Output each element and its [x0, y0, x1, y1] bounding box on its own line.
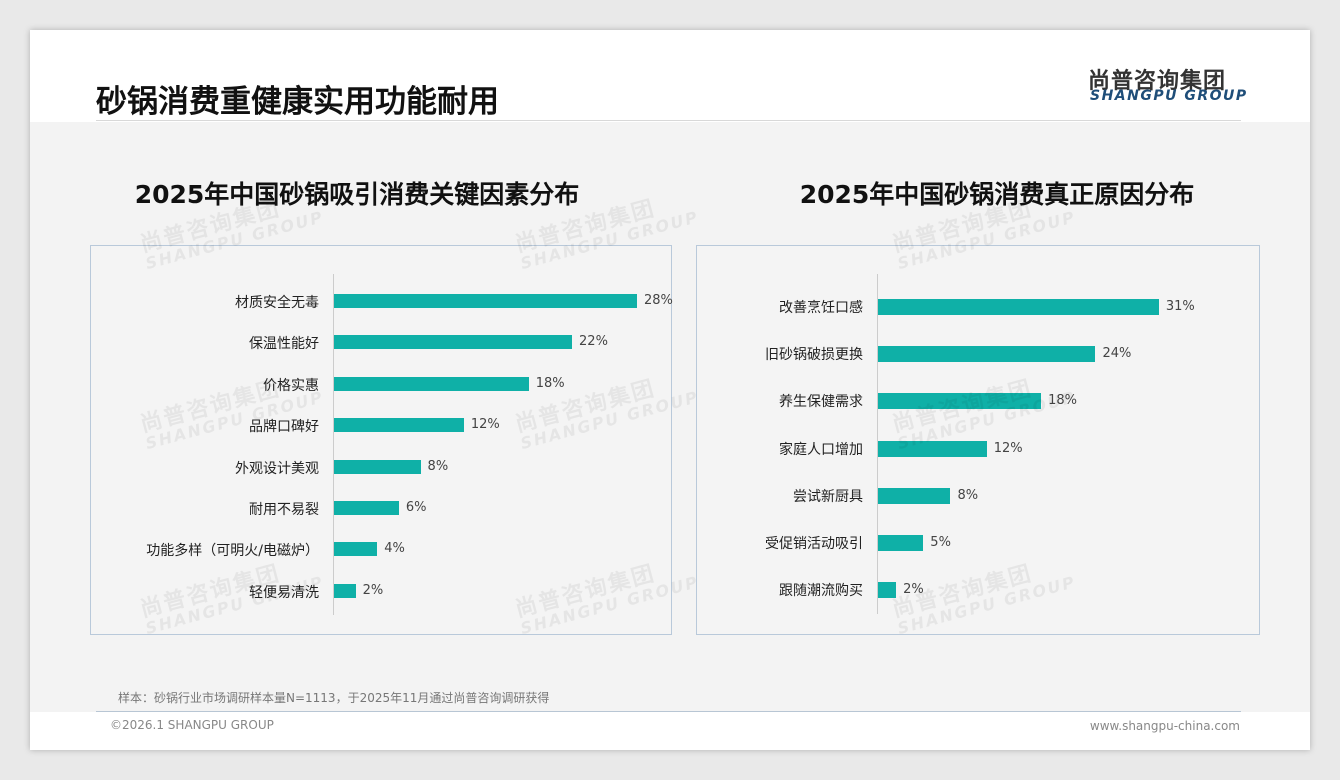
category-label: 价格实惠	[263, 377, 319, 394]
category-label: 外观设计美观	[235, 460, 319, 477]
bar	[878, 440, 987, 457]
category-label: 功能多样（可明火/电磁炉）	[146, 543, 319, 560]
bar	[334, 376, 529, 391]
bar	[334, 459, 421, 474]
category-label: 保温性能好	[249, 336, 319, 353]
bar	[878, 582, 897, 599]
category-label: 家庭人口增加	[779, 441, 863, 458]
bar	[334, 418, 464, 433]
bar	[334, 542, 378, 557]
category-label: 耐用不易裂	[249, 502, 319, 518]
data-label: 8%	[427, 458, 449, 474]
category-label: 材质安全无毒	[235, 295, 319, 311]
data-label: 6%	[405, 500, 427, 515]
bar	[334, 335, 573, 350]
bar	[334, 501, 399, 515]
category-label: 跟随潮流购买	[779, 583, 863, 600]
category-label: 尝试新厨具	[793, 488, 863, 505]
bar	[878, 393, 1042, 410]
data-label: 24%	[1102, 346, 1132, 362]
data-label: 2%	[362, 582, 384, 598]
header-divider	[96, 120, 1241, 121]
data-label: 12%	[993, 440, 1023, 456]
bar	[878, 299, 1159, 315]
logo-chinese: 尚普咨询集团	[1088, 69, 1227, 94]
logo-english: SHANGPU GROUP	[1090, 88, 1248, 104]
category-label: 品牌口碑好	[249, 419, 319, 436]
chart-panel-left: 材质安全无毒 28% 保温性能好 22% 价格实惠 18% 品牌口碑好 12% 外观设计美观 8%…	[90, 245, 673, 635]
bar	[878, 346, 1096, 363]
slide: 砂锅消费重健康实用功能耐用 尚普咨询集团 SHANGPU GROUP 2025年…	[30, 30, 1310, 750]
category-label: 旧砂锅破损更换	[765, 347, 863, 364]
y-axis-line	[333, 274, 334, 616]
data-label: 4%	[384, 541, 405, 557]
bar	[334, 294, 637, 308]
website-link[interactable]: www.shangpu-china.com	[1089, 719, 1240, 733]
bar	[334, 583, 356, 598]
category-label: 改善烹饪口感	[779, 300, 863, 316]
data-label: 8%	[957, 487, 979, 503]
data-label: 18%	[535, 375, 565, 391]
data-label: 2%	[903, 582, 924, 598]
sample-note: 样本：砂锅行业市场调研样本量N=1113，于2025年11月通过尚普咨询调研获得	[118, 691, 550, 705]
chart-title-left: 2025年中国砂锅吸引消费关键因素分布	[134, 180, 580, 209]
data-label: 12%	[470, 417, 500, 433]
data-label: 5%	[930, 535, 951, 550]
data-label: 18%	[1048, 393, 1077, 409]
chart-panel-right: 改善烹饪口感 31% 旧砂锅破损更换 24% 养生保健需求 18% 家庭人口增加 12% 尝试新…	[696, 245, 1260, 635]
bar	[878, 535, 924, 551]
category-label: 受促销活动吸引	[765, 536, 863, 552]
chart-title-right: 2025年中国砂锅消费真正原因分布	[799, 180, 1195, 209]
data-label: 22%	[579, 334, 608, 350]
category-label: 养生保健需求	[779, 394, 863, 411]
footer-divider	[96, 711, 1241, 712]
copyright: ©2026.1 SHANGPU GROUP	[110, 718, 274, 732]
page-title: 砂锅消费重健康实用功能耐用	[96, 84, 499, 120]
bar	[878, 487, 951, 504]
data-label: 28%	[643, 293, 673, 308]
category-label: 轻便易清洗	[249, 584, 319, 601]
y-axis-line	[877, 274, 878, 615]
data-label: 31%	[1165, 299, 1195, 314]
